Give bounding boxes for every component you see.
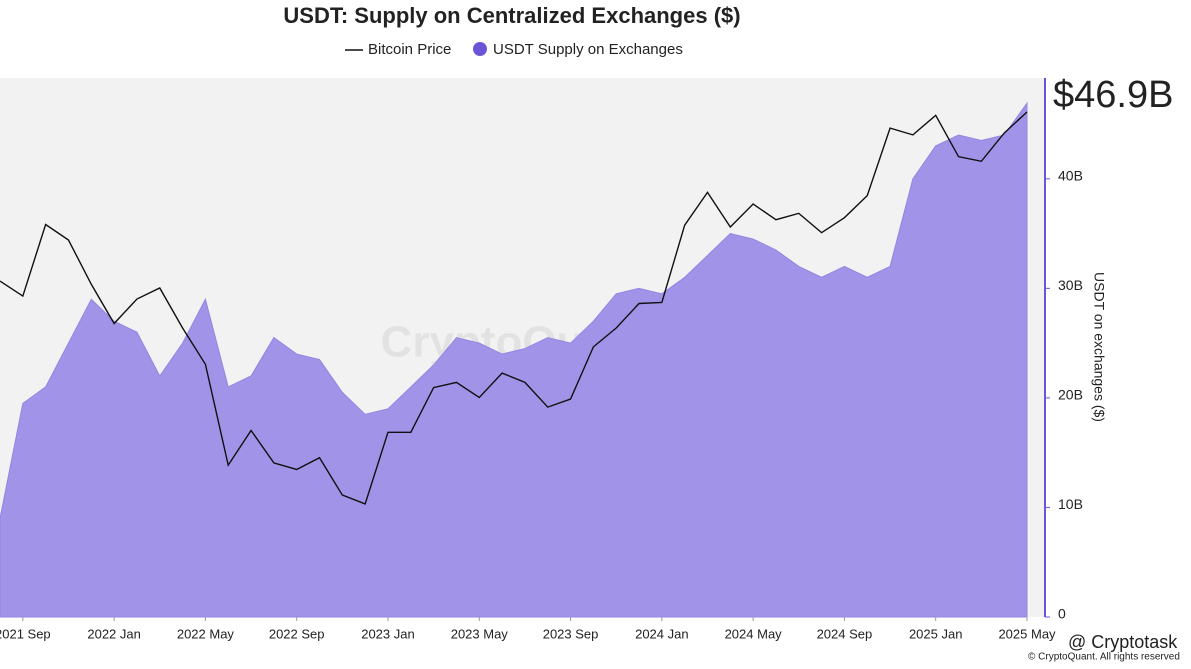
x-tick-label: 2022 Jan	[87, 626, 141, 641]
y-tick-label: 40B	[1058, 167, 1083, 183]
legend-marker	[473, 42, 487, 56]
y-tick-label: 30B	[1058, 277, 1083, 293]
x-tick-label: 2023 Sep	[543, 626, 599, 641]
x-tick-label: 2024 May	[725, 626, 783, 641]
x-tick-label: 2022 Sep	[269, 626, 325, 641]
legend-label: Bitcoin Price	[368, 41, 451, 58]
bitcoin-line	[0, 111, 1028, 505]
credit: @ Cryptotask	[1068, 632, 1178, 652]
chart-title: USDT: Supply on Centralized Exchanges ($…	[283, 3, 740, 28]
y-tick-label: 20B	[1058, 387, 1083, 403]
x-tick-label: 2025 Jan	[909, 626, 963, 641]
usdt-area	[0, 101, 1028, 618]
x-tick-label: 2025 May	[998, 626, 1056, 641]
copyright: © CryptoQuant. All rights reserved	[1028, 652, 1180, 663]
x-tick-label: 2021 Sep	[0, 626, 51, 641]
x-tick-label: 2023 May	[451, 626, 509, 641]
x-tick-label: 2022 May	[177, 626, 235, 641]
y-axis-label: USDT on exchanges ($)	[1091, 272, 1107, 422]
last-value-label: $46.9B	[1053, 74, 1173, 116]
y-tick-label: 0	[1058, 606, 1066, 622]
x-tick-label: 2024 Sep	[817, 626, 873, 641]
x-tick-label: 2023 Jan	[361, 626, 415, 641]
x-tick-label: 2024 Jan	[635, 626, 689, 641]
y-tick-label: 10B	[1058, 496, 1083, 512]
legend-label: USDT Supply on Exchanges	[493, 41, 683, 58]
